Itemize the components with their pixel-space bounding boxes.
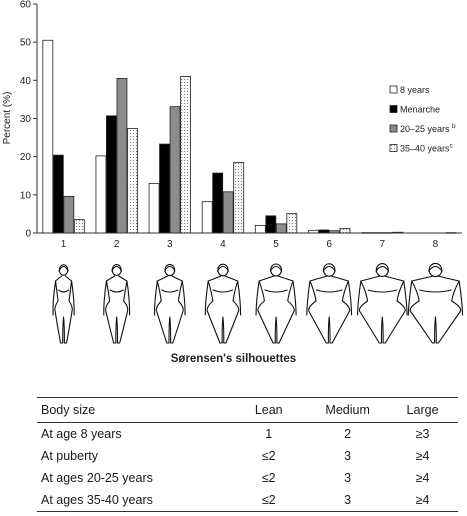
- row-label: At ages 20-25 years: [41, 471, 153, 485]
- x-tick-label: 3: [167, 239, 173, 250]
- legend-swatch: [389, 105, 398, 113]
- bar: [106, 115, 117, 234]
- silhouette-figure-icon: [204, 263, 242, 344]
- large-cell: ≥4: [415, 471, 430, 485]
- bar: [339, 228, 351, 234]
- silhouette-figure-icon: [356, 263, 408, 344]
- body-size-table: Body size Lean Medium Large At age 8 yea…: [37, 397, 458, 512]
- silhouette-figure-icon: [306, 263, 353, 344]
- lean-cell: ≤2: [225, 489, 309, 512]
- y-tick-label: 20: [20, 152, 32, 163]
- bar: [63, 195, 75, 234]
- legend-superscript: b: [452, 123, 456, 130]
- row-label: At puberty: [41, 449, 98, 463]
- y-tick-label: 40: [20, 76, 32, 87]
- bar-chart: Percent (%) 0 10 20 30 40 50 60 1 2 3 4 5 6 7 8 8 yea…: [2, 0, 464, 344]
- bar: [180, 76, 191, 234]
- x-tick-label: 2: [114, 239, 120, 250]
- y-tick-label: 50: [20, 38, 32, 49]
- bar: [42, 39, 54, 234]
- legend-superscript: c: [450, 143, 454, 150]
- bar: [212, 172, 224, 234]
- bar: [233, 161, 245, 234]
- legend-swatch: [389, 144, 398, 152]
- large-cell: ≥4: [415, 449, 430, 463]
- large-cell: ≥4: [383, 489, 458, 512]
- medium-cell: 2: [344, 427, 352, 441]
- row-label: At ages 35-40 years: [37, 489, 226, 512]
- x-tick-label: 5: [273, 239, 279, 250]
- silhouettes-title-block: Sørensen's silhouettes: [0, 353, 467, 365]
- silhouette-figure-icon: [52, 264, 75, 344]
- bar: [159, 143, 170, 234]
- legend-label: 20–25 years b: [400, 123, 456, 134]
- silhouettes-row: [52, 262, 464, 344]
- large-cell: ≥3: [415, 427, 430, 441]
- x-axis-title: Sørensen's silhouettes: [170, 353, 297, 365]
- bar: [73, 219, 85, 234]
- bar: [127, 128, 138, 234]
- legend-swatch: [389, 85, 398, 94]
- row-label: At age 8 years: [41, 427, 122, 441]
- y-axis-title: Percent (%): [2, 92, 13, 145]
- silhouette-figure-icon: [255, 263, 297, 344]
- table-row: At ages 35-40 years ≤2 3 ≥4: [37, 489, 458, 512]
- x-tick-label: 8: [433, 239, 439, 250]
- legend-label: 35–40 yearsc: [400, 143, 454, 154]
- bar: [265, 215, 277, 234]
- legend: 8 years Menarche 20–25 years b 35–40 yearsc: [389, 85, 456, 154]
- x-tick-label: 1: [61, 239, 67, 250]
- table-row: At puberty ≤2 3 ≥4: [37, 445, 458, 467]
- x-tick-label: 7: [380, 239, 386, 250]
- bar: [286, 213, 298, 234]
- x-tick-label: 4: [220, 239, 226, 250]
- bar: [275, 223, 287, 234]
- bar: [169, 106, 181, 234]
- header-large: Large: [383, 397, 458, 423]
- y-tick-label: 60: [20, 0, 32, 11]
- table-row: At ages 20-25 years ≤2 3 ≥4: [37, 467, 458, 489]
- bar: [201, 201, 213, 234]
- legend-label: 8 years: [400, 85, 430, 95]
- silhouette-figure-icon: [407, 262, 464, 344]
- x-tick-label: 6: [326, 239, 332, 250]
- lean-cell: ≤2: [261, 471, 276, 485]
- bar: [52, 154, 64, 234]
- medium-cell: 3: [308, 489, 384, 512]
- medium-cell: 3: [344, 449, 352, 463]
- bar: [116, 78, 128, 234]
- bar: [222, 191, 234, 234]
- legend-swatch: [389, 124, 398, 133]
- y-tick-label: 10: [20, 190, 32, 201]
- bar: [95, 155, 107, 234]
- bar: [148, 182, 160, 234]
- medium-cell: 3: [344, 471, 352, 485]
- lean-cell: ≤2: [261, 449, 276, 463]
- lean-cell: 1: [265, 427, 273, 441]
- silhouette-figure-icon: [153, 263, 186, 344]
- legend-label: Menarche: [400, 105, 440, 115]
- y-tick-label: 0: [25, 229, 31, 240]
- y-tick-label: 30: [20, 114, 32, 125]
- header-medium: Medium: [308, 397, 384, 423]
- table-header-row: Body size Lean Medium Large: [37, 397, 458, 423]
- header-body-size: Body size: [37, 397, 226, 423]
- silhouette-figure-icon: [103, 264, 131, 344]
- header-lean: Lean: [225, 397, 309, 423]
- bar: [254, 224, 266, 234]
- table-row: At age 8 years 1 2 ≥3: [37, 423, 458, 446]
